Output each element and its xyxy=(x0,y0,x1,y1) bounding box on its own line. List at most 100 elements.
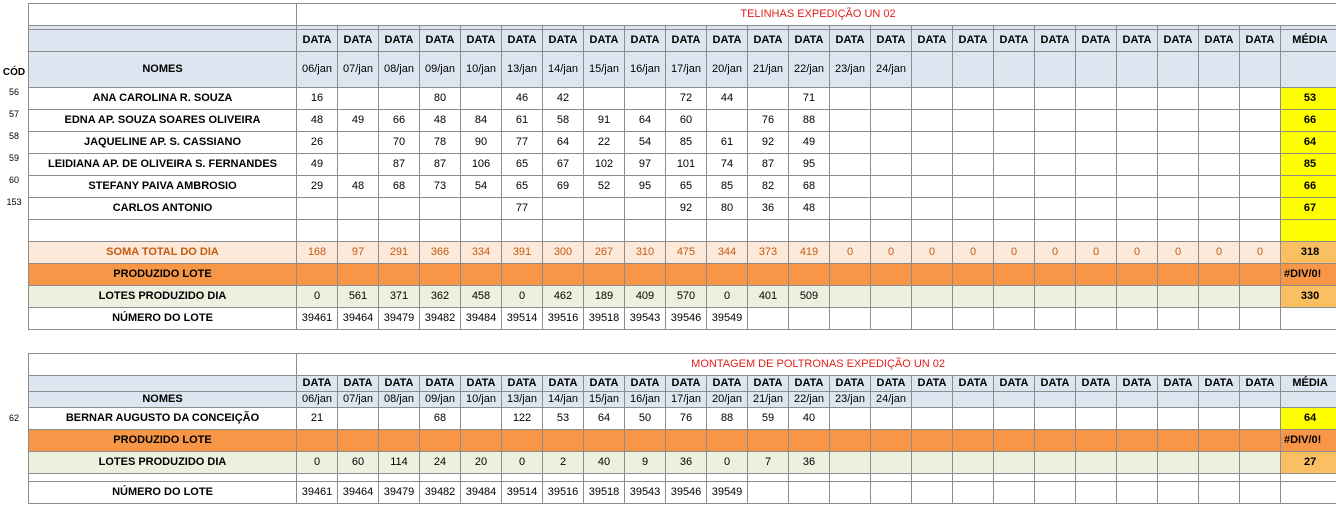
production-value[interactable]: 74 xyxy=(706,153,748,176)
soma-value[interactable]: 0 xyxy=(1116,241,1158,264)
production-value[interactable] xyxy=(952,197,994,220)
blank-cell[interactable] xyxy=(993,473,1035,482)
soma-value[interactable]: 0 xyxy=(952,241,994,264)
production-value[interactable]: 64 xyxy=(583,407,625,430)
produzido-cell[interactable] xyxy=(911,429,953,452)
data-header[interactable]: DATA xyxy=(296,375,338,392)
produzido-cell[interactable] xyxy=(788,263,830,286)
production-value[interactable] xyxy=(1034,175,1076,198)
production-value[interactable] xyxy=(583,197,625,220)
employee-name[interactable]: LEIDIANA AP. DE OLIVEIRA S. FERNANDES xyxy=(28,153,297,176)
production-value[interactable] xyxy=(1034,153,1076,176)
lote-number[interactable]: 39543 xyxy=(624,481,666,504)
blank-cell[interactable] xyxy=(1239,473,1281,482)
production-value[interactable] xyxy=(419,197,461,220)
production-value[interactable]: 68 xyxy=(419,407,461,430)
soma-value[interactable]: 168 xyxy=(296,241,338,264)
data-header[interactable]: DATA xyxy=(870,29,912,52)
production-value[interactable] xyxy=(870,87,912,110)
lote-number[interactable] xyxy=(952,481,994,504)
data-header[interactable]: DATA xyxy=(829,375,871,392)
data-header[interactable]: DATA xyxy=(378,29,420,52)
production-value[interactable] xyxy=(1157,131,1199,154)
production-value[interactable] xyxy=(993,87,1035,110)
lotes-media[interactable]: 27 xyxy=(1279,451,1336,474)
lote-number[interactable] xyxy=(1157,307,1199,330)
employee-media[interactable]: 66 xyxy=(1279,175,1336,198)
lotes-value[interactable]: 20 xyxy=(460,451,502,474)
produzido-cell[interactable] xyxy=(1239,429,1281,452)
lotes-value[interactable]: 570 xyxy=(665,285,707,308)
production-value[interactable]: 95 xyxy=(788,153,830,176)
produzido-cell[interactable] xyxy=(870,263,912,286)
data-header[interactable]: DATA xyxy=(337,375,379,392)
production-value[interactable]: 90 xyxy=(460,131,502,154)
data-header[interactable]: DATA xyxy=(542,375,584,392)
date-header[interactable]: 17/jan xyxy=(665,391,707,408)
production-value[interactable] xyxy=(1198,131,1240,154)
production-value[interactable]: 65 xyxy=(501,153,543,176)
data-header[interactable]: DATA xyxy=(829,29,871,52)
date-header[interactable]: 06/jan xyxy=(296,51,338,88)
data-header[interactable]: DATA xyxy=(1075,29,1117,52)
lotes-value[interactable]: 561 xyxy=(337,285,379,308)
blank-cell[interactable] xyxy=(624,473,666,482)
produzido-lote-label[interactable]: PRODUZIDO LOTE xyxy=(28,263,297,286)
blank-cell[interactable] xyxy=(378,473,420,482)
lotes-value[interactable]: 36 xyxy=(788,451,830,474)
blank-cell[interactable] xyxy=(501,473,543,482)
table-title[interactable]: MONTAGEM DE POLTRONAS EXPEDIÇÃO UN 02 xyxy=(295,353,1336,376)
production-value[interactable] xyxy=(829,153,871,176)
production-value[interactable] xyxy=(337,197,379,220)
lote-number[interactable] xyxy=(1239,307,1281,330)
lotes-value[interactable]: 362 xyxy=(419,285,461,308)
lote-number[interactable]: 39484 xyxy=(460,481,502,504)
data-header[interactable]: DATA xyxy=(460,29,502,52)
production-value[interactable] xyxy=(952,407,994,430)
lotes-value[interactable] xyxy=(911,451,953,474)
produzido-cell[interactable] xyxy=(1075,263,1117,286)
production-value[interactable]: 67 xyxy=(542,153,584,176)
production-value[interactable]: 64 xyxy=(624,109,666,132)
production-value[interactable] xyxy=(829,175,871,198)
produzido-cell[interactable] xyxy=(993,429,1035,452)
lotes-value[interactable] xyxy=(1157,451,1199,474)
produzido-cell[interactable] xyxy=(542,263,584,286)
date-header[interactable] xyxy=(1157,391,1199,408)
employee-name[interactable]: BERNAR AUGUSTO DA CONCEIÇÃO xyxy=(28,407,297,430)
soma-value[interactable]: 373 xyxy=(747,241,789,264)
production-value[interactable]: 88 xyxy=(788,109,830,132)
production-value[interactable] xyxy=(911,109,953,132)
production-value[interactable] xyxy=(1075,131,1117,154)
production-value[interactable] xyxy=(952,131,994,154)
production-value[interactable] xyxy=(1157,87,1199,110)
production-value[interactable] xyxy=(1157,153,1199,176)
date-header[interactable]: 10/jan xyxy=(460,391,502,408)
data-header[interactable]: DATA xyxy=(665,29,707,52)
production-value[interactable] xyxy=(952,109,994,132)
production-value[interactable]: 77 xyxy=(501,131,543,154)
production-value[interactable] xyxy=(1034,197,1076,220)
production-value[interactable] xyxy=(911,87,953,110)
date-header[interactable] xyxy=(1239,391,1281,408)
employee-media[interactable]: 85 xyxy=(1279,153,1336,176)
blank-cell[interactable] xyxy=(460,473,502,482)
data-header[interactable]: DATA xyxy=(993,375,1035,392)
data-header[interactable]: DATA xyxy=(1239,375,1281,392)
data-header[interactable]: DATA xyxy=(911,375,953,392)
lotes-produzido-label[interactable]: LOTES PRODUZIDO DIA xyxy=(28,285,297,308)
soma-value[interactable]: 0 xyxy=(993,241,1035,264)
production-value[interactable] xyxy=(870,131,912,154)
production-value[interactable] xyxy=(296,197,338,220)
production-value[interactable]: 59 xyxy=(747,407,789,430)
data-header[interactable]: DATA xyxy=(1116,375,1158,392)
production-value[interactable] xyxy=(1198,175,1240,198)
lotes-value[interactable]: 371 xyxy=(378,285,420,308)
table-title[interactable]: TELINHAS EXPEDIÇÃO UN 02 xyxy=(295,3,1336,26)
data-header[interactable]: DATA xyxy=(788,375,830,392)
lotes-value[interactable] xyxy=(829,285,871,308)
media-header[interactable]: MÉDIA xyxy=(1279,375,1336,392)
lotes-value[interactable] xyxy=(870,285,912,308)
data-header[interactable]: DATA xyxy=(1198,375,1240,392)
soma-value[interactable]: 0 xyxy=(1239,241,1281,264)
